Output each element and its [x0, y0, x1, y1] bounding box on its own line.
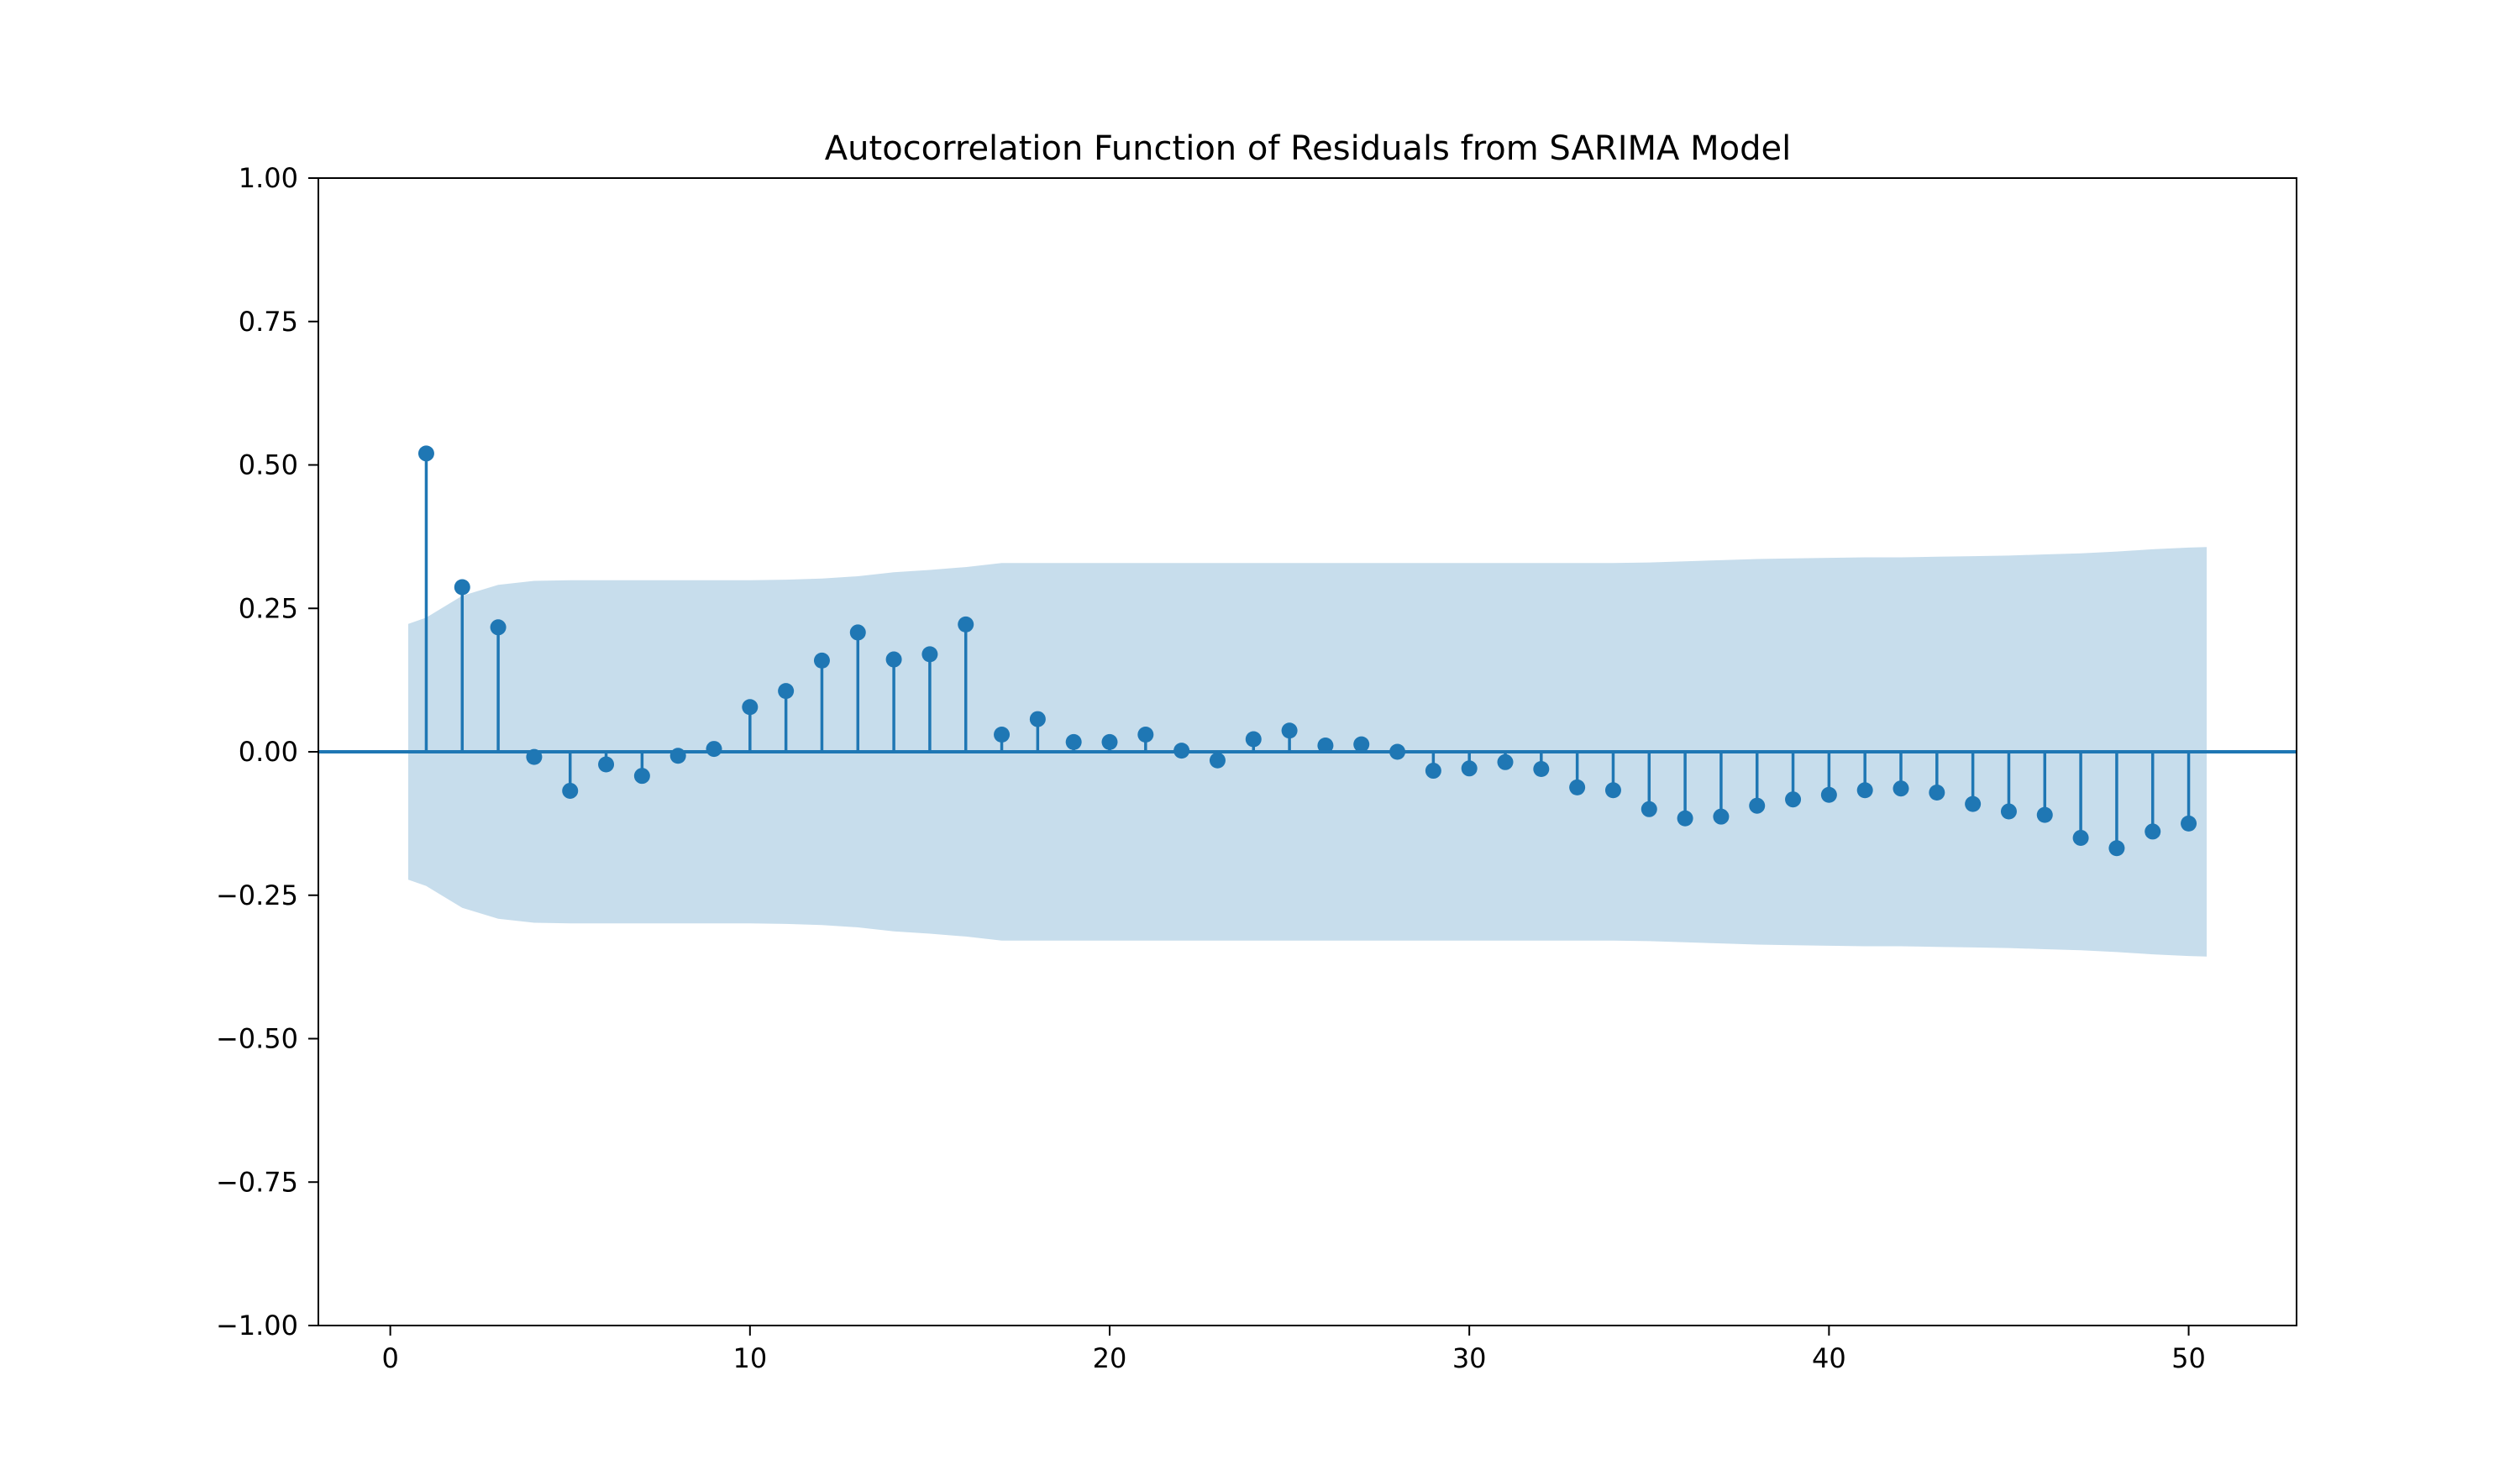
- acf-point-lag-27: [1353, 736, 1370, 753]
- acf-point-lag-41: [1856, 782, 1873, 799]
- y-tick-label: −0.50: [216, 1023, 298, 1055]
- x-tick-label: 50: [2171, 1342, 2206, 1374]
- acf-point-lag-17: [994, 727, 1011, 743]
- acf-point-lag-1: [417, 445, 434, 462]
- acf-point-lag-37: [1713, 808, 1730, 825]
- acf-point-lag-28: [1389, 743, 1406, 760]
- acf-point-lag-44: [1965, 795, 1982, 812]
- acf-point-lag-3: [490, 619, 507, 636]
- x-axis: 0 10 20 30 40 50: [381, 1326, 2206, 1374]
- y-tick-label: −0.25: [216, 879, 298, 911]
- acf-point-lag-6: [598, 756, 615, 773]
- acf-point-lag-24: [1245, 731, 1262, 748]
- y-tick-label: −0.75: [216, 1166, 298, 1198]
- acf-point-lag-22: [1173, 743, 1190, 759]
- acf-point-lag-12: [813, 652, 830, 669]
- acf-point-lag-23: [1209, 752, 1226, 769]
- x-tick-label: 0: [381, 1342, 398, 1374]
- acf-point-lag-50: [2181, 815, 2197, 832]
- acf-point-lag-39: [1785, 791, 1802, 808]
- acf-point-lag-36: [1677, 810, 1693, 827]
- acf-point-lag-45: [2000, 803, 2017, 820]
- acf-point-lag-46: [2036, 806, 2053, 823]
- acf-point-lag-31: [1497, 753, 1514, 770]
- acf-point-lag-34: [1604, 782, 1621, 799]
- acf-point-lag-13: [849, 624, 866, 641]
- acf-point-lag-32: [1533, 760, 1550, 777]
- acf-point-lag-35: [1641, 801, 1657, 817]
- acf-point-lag-20: [1101, 733, 1118, 750]
- acf-point-lag-29: [1425, 763, 1441, 780]
- y-tick-label: 0.00: [239, 736, 298, 768]
- acf-point-lag-43: [1929, 784, 1945, 801]
- acf-point-lag-7: [633, 768, 650, 785]
- acf-point-lag-49: [2145, 823, 2161, 840]
- x-tick-label: 20: [1093, 1342, 1127, 1374]
- acf-point-lag-5: [562, 782, 579, 799]
- acf-point-lag-40: [1820, 786, 1837, 803]
- acf-point-lag-18: [1029, 711, 1046, 727]
- chart-title: Autocorrelation Function of Residuals fr…: [825, 129, 1791, 168]
- y-tick-label: 0.50: [239, 449, 298, 481]
- acf-point-lag-2: [454, 579, 470, 596]
- y-tick-label: 0.75: [239, 306, 298, 338]
- acf-point-lag-26: [1317, 737, 1334, 753]
- x-tick-label: 30: [1452, 1342, 1487, 1374]
- acf-markers: [417, 445, 2197, 857]
- acf-point-lag-47: [2072, 829, 2089, 846]
- x-tick-label: 40: [1812, 1342, 1846, 1374]
- y-tick-label: −1.00: [216, 1310, 298, 1341]
- acf-point-lag-33: [1569, 779, 1586, 795]
- acf-point-lag-4: [526, 748, 543, 765]
- acf-point-lag-16: [958, 616, 974, 633]
- acf-point-lag-38: [1749, 797, 1766, 814]
- acf-point-lag-10: [742, 699, 759, 716]
- acf-point-lag-14: [885, 651, 902, 668]
- acf-point-lag-25: [1281, 722, 1298, 739]
- acf-point-lag-11: [778, 683, 795, 700]
- acf-point-lag-42: [1893, 780, 1909, 797]
- acf-point-lag-15: [921, 646, 938, 663]
- acf-point-lag-19: [1065, 733, 1082, 750]
- acf-point-lag-21: [1137, 727, 1154, 743]
- x-tick-label: 10: [732, 1342, 767, 1374]
- acf-point-lag-48: [2108, 840, 2125, 857]
- y-axis: −1.00 −0.75 −0.50 −0.25 0.00 0.25 0.50 0.75 1.00: [216, 162, 318, 1341]
- acf-point-lag-9: [706, 741, 722, 758]
- y-tick-label: 0.25: [239, 592, 298, 624]
- acf-point-lag-8: [669, 748, 686, 764]
- acf-point-lag-30: [1461, 760, 1478, 777]
- y-tick-label: 1.00: [239, 162, 298, 194]
